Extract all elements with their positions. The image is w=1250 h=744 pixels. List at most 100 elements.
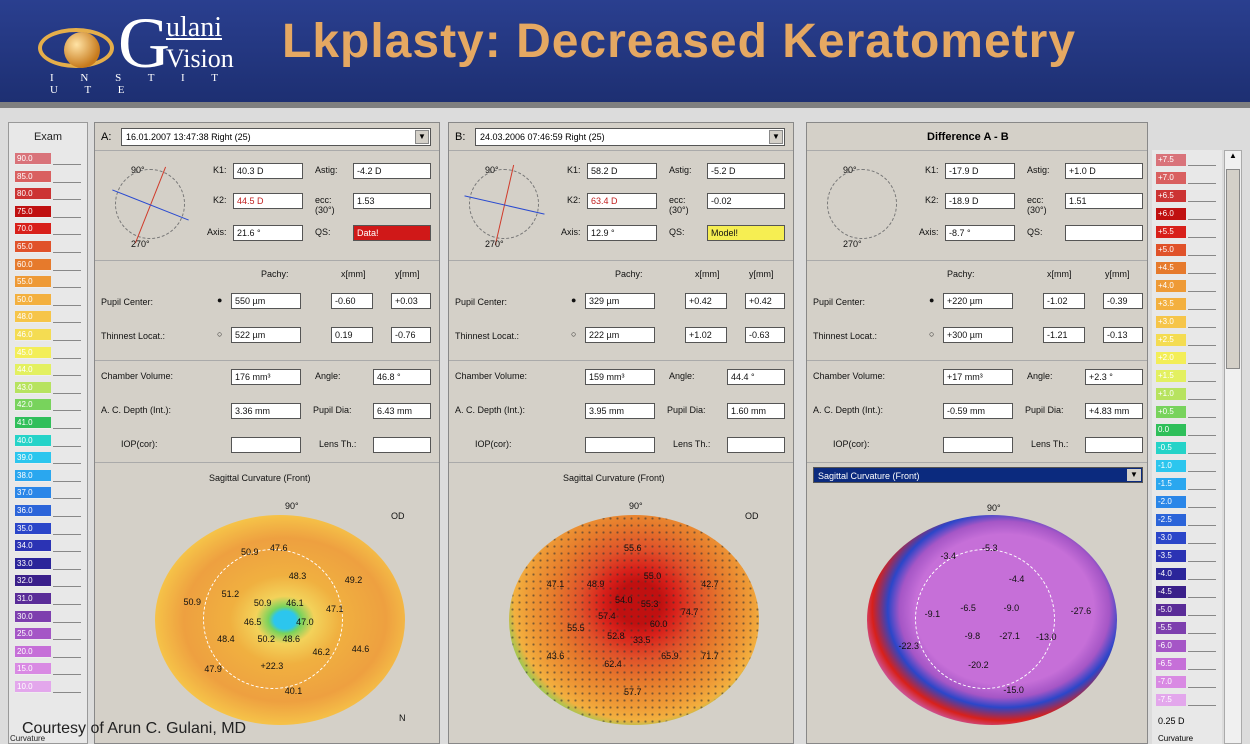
- map-value-label: 62.4: [604, 658, 622, 669]
- exam-select-a[interactable]: 16.01.2007 13:47:38 Right (25) ▼: [121, 128, 431, 146]
- scrollbar-thumb[interactable]: [1226, 169, 1240, 369]
- exam-select-b[interactable]: 24.03.2006 07:46:59 Right (25) ▼: [475, 128, 785, 146]
- ecc-label: ecc: (30°): [1027, 195, 1047, 215]
- k2-label: K2:: [925, 195, 939, 205]
- ecc-field[interactable]: -0.02: [707, 193, 785, 209]
- axis-field[interactable]: 21.6 °: [233, 225, 303, 241]
- dropdown-arrow-icon[interactable]: ▼: [1127, 469, 1141, 481]
- qs-status[interactable]: Data!: [353, 225, 431, 241]
- exam-scale-tick: [53, 558, 81, 570]
- map-value-label: 44.6: [351, 644, 370, 655]
- radio-empty-icon[interactable]: ○: [217, 329, 223, 339]
- map-value-label: 47.0: [296, 616, 314, 627]
- thin-y-field[interactable]: -0.76: [391, 327, 431, 343]
- axis-field[interactable]: -8.7 °: [945, 225, 1015, 241]
- thin-x-field[interactable]: -1.21: [1043, 327, 1085, 343]
- radio-selected-icon[interactable]: ●: [217, 295, 223, 305]
- panel-a-header: A: 16.01.2007 13:47:38 Right (25) ▼: [95, 123, 439, 151]
- map-value-label: 46.1: [286, 598, 304, 609]
- pupil-dia-field[interactable]: 1.60 mm: [727, 403, 785, 419]
- diff-scale-tick: [1188, 298, 1216, 310]
- diff-scale-tick: [1188, 262, 1216, 274]
- radio-selected-icon[interactable]: ●: [929, 295, 935, 305]
- k1-field[interactable]: -17.9 D: [945, 163, 1015, 179]
- k2-field[interactable]: 63.4 D: [587, 193, 657, 209]
- exam-scale-swatch: 60.0: [15, 258, 51, 271]
- thin-y-field[interactable]: -0.63: [745, 327, 785, 343]
- compass-90-label: 90°: [843, 165, 857, 175]
- map-value-label: 48.4: [217, 633, 235, 644]
- angle-field[interactable]: 46.8 °: [373, 369, 431, 385]
- radio-empty-icon[interactable]: ○: [929, 329, 935, 339]
- k1-field[interactable]: 58.2 D: [587, 163, 657, 179]
- map-ring-diff: [915, 549, 1055, 689]
- ac-depth-field[interactable]: -0.59 mm: [943, 403, 1013, 419]
- difference-map[interactable]: [867, 515, 1117, 725]
- topography-map-a[interactable]: [155, 515, 405, 725]
- pupil-y-field[interactable]: +0.42: [745, 293, 785, 309]
- diff-scale-tick: [1188, 388, 1216, 400]
- qs-status[interactable]: Model!: [707, 225, 785, 241]
- scroll-up-icon[interactable]: ▲: [1229, 151, 1237, 160]
- thin-x-field[interactable]: 0.19: [331, 327, 373, 343]
- k2-field[interactable]: 44.5 D: [233, 193, 303, 209]
- ac-depth-field[interactable]: 3.36 mm: [231, 403, 301, 419]
- axis-field[interactable]: 12.9 °: [587, 225, 657, 241]
- lens-th-field[interactable]: [1085, 437, 1143, 453]
- astig-field[interactable]: -5.2 D: [707, 163, 785, 179]
- nasal-label: N: [399, 713, 406, 723]
- qs-label: QS:: [669, 227, 685, 237]
- pupil-x-field[interactable]: -1.02: [1043, 293, 1085, 309]
- iop-field[interactable]: [231, 437, 301, 453]
- astig-field[interactable]: +1.0 D: [1065, 163, 1143, 179]
- radio-selected-icon[interactable]: ●: [571, 295, 577, 305]
- axis-compass-b: [464, 164, 545, 246]
- chamber-volume-field[interactable]: +17 mm³: [943, 369, 1013, 385]
- astig-field[interactable]: -4.2 D: [353, 163, 431, 179]
- dropdown-arrow-icon[interactable]: ▼: [415, 130, 429, 144]
- dropdown-arrow-icon[interactable]: ▼: [769, 130, 783, 144]
- pupil-y-field[interactable]: -0.39: [1103, 293, 1143, 309]
- radio-empty-icon[interactable]: ○: [571, 329, 577, 339]
- lens-th-field[interactable]: [727, 437, 785, 453]
- pupil-pachy-field[interactable]: 329 µm: [585, 293, 655, 309]
- k2-field[interactable]: -18.9 D: [945, 193, 1015, 209]
- qs-status[interactable]: [1065, 225, 1143, 241]
- thin-x-field[interactable]: +1.02: [685, 327, 727, 343]
- pupil-pachy-field[interactable]: 550 µm: [231, 293, 301, 309]
- iop-field[interactable]: [585, 437, 655, 453]
- angle-field[interactable]: +2.3 °: [1085, 369, 1143, 385]
- ecc-field[interactable]: 1.53: [353, 193, 431, 209]
- pupil-pachy-field[interactable]: +220 µm: [943, 293, 1013, 309]
- pupil-dia-field[interactable]: +4.83 mm: [1085, 403, 1143, 419]
- thin-pachy-field[interactable]: 222 µm: [585, 327, 655, 343]
- vertical-scrollbar[interactable]: ▲: [1224, 150, 1242, 744]
- thin-pachy-field[interactable]: 522 µm: [231, 327, 301, 343]
- exam-scale-swatch: 38.0: [15, 469, 51, 482]
- map-type-select[interactable]: Sagittal Curvature (Front) ▼: [813, 467, 1143, 483]
- map-value-label: -6.5: [960, 602, 976, 613]
- thin-y-field[interactable]: -0.13: [1103, 327, 1143, 343]
- ac-depth-label: A. C. Depth (Int.):: [101, 405, 172, 415]
- topography-map-b[interactable]: [509, 515, 759, 725]
- exam-scale-swatch: 43.0: [15, 381, 51, 394]
- chamber-volume-field[interactable]: 176 mm³: [231, 369, 301, 385]
- map-value-label: 48.9: [586, 579, 605, 590]
- exam-scale-tick: [53, 276, 81, 289]
- k1-field[interactable]: 40.3 D: [233, 163, 303, 179]
- thin-pachy-field[interactable]: +300 µm: [943, 327, 1013, 343]
- map-value-label: 50.9: [183, 597, 201, 608]
- exam-scale-tick: [53, 311, 81, 324]
- diff-scale-swatch: -7.0: [1156, 676, 1186, 688]
- y-header: y[mm]: [749, 269, 774, 279]
- ecc-field[interactable]: 1.51: [1065, 193, 1143, 209]
- pupil-dia-field[interactable]: 6.43 mm: [373, 403, 431, 419]
- chamber-volume-field[interactable]: 159 mm³: [585, 369, 655, 385]
- pupil-y-field[interactable]: +0.03: [391, 293, 431, 309]
- iop-field[interactable]: [943, 437, 1013, 453]
- lens-th-field[interactable]: [373, 437, 431, 453]
- pupil-x-field[interactable]: -0.60: [331, 293, 373, 309]
- pupil-x-field[interactable]: +0.42: [685, 293, 727, 309]
- angle-field[interactable]: 44.4 °: [727, 369, 785, 385]
- ac-depth-field[interactable]: 3.95 mm: [585, 403, 655, 419]
